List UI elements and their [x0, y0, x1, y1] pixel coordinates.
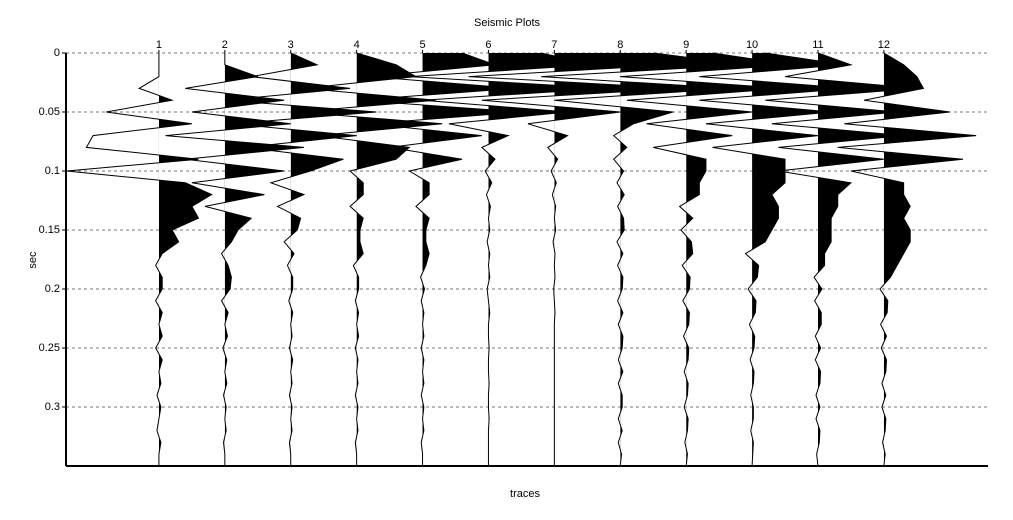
y-tick-label: 0 — [54, 47, 60, 59]
x-axis-label: traces — [510, 488, 540, 500]
trace-fill — [686, 53, 792, 466]
x-tick-label: 5 — [419, 39, 425, 51]
trace-wiggle — [165, 53, 304, 466]
x-tick-label: 6 — [485, 39, 491, 51]
x-tick-label: 12 — [878, 39, 890, 51]
y-tick-label: 0.25 — [39, 342, 60, 354]
x-tick-label: 1 — [156, 39, 162, 51]
trace-fill — [488, 53, 608, 466]
y-tick-label: 0.3 — [45, 401, 60, 413]
trace-wiggle — [699, 52, 851, 467]
trace-fill — [817, 53, 917, 466]
trace-wiggle — [297, 52, 443, 466]
x-tick-label: 8 — [617, 39, 623, 51]
y-axis-label: sec — [27, 251, 39, 269]
trace-fill — [290, 53, 377, 437]
trace-wiggle — [620, 52, 792, 467]
trace-wiggle — [541, 52, 746, 467]
trace-fill — [883, 53, 977, 466]
trace-wiggle — [468, 52, 680, 466]
trace-fill — [356, 53, 443, 466]
trace-wiggle — [356, 52, 522, 466]
traces — [66, 52, 977, 467]
x-tick-label: 10 — [746, 39, 758, 51]
x-tick-label: 9 — [683, 39, 689, 51]
trace-wiggle — [409, 52, 608, 466]
y-tick-label: 0.1 — [45, 165, 60, 177]
trace-wiggle — [66, 53, 213, 466]
y-tick-label: 0.15 — [39, 224, 60, 236]
trace-wiggle — [224, 52, 377, 466]
trace-fill — [752, 53, 851, 466]
trace-fill — [620, 53, 746, 466]
x-tick-label: 4 — [354, 39, 360, 51]
x-tick-label: 3 — [288, 39, 294, 51]
x-tick-label: 11 — [812, 39, 823, 51]
y-tick-label: 0.05 — [39, 106, 60, 118]
x-tick-label: 2 — [222, 39, 228, 51]
y-tick-label: 0.2 — [45, 283, 60, 295]
x-tick-label: 7 — [551, 39, 557, 51]
trace-wiggle — [765, 52, 917, 467]
trace-wiggle — [837, 52, 977, 467]
chart-title: Seismic Plots — [474, 17, 541, 29]
